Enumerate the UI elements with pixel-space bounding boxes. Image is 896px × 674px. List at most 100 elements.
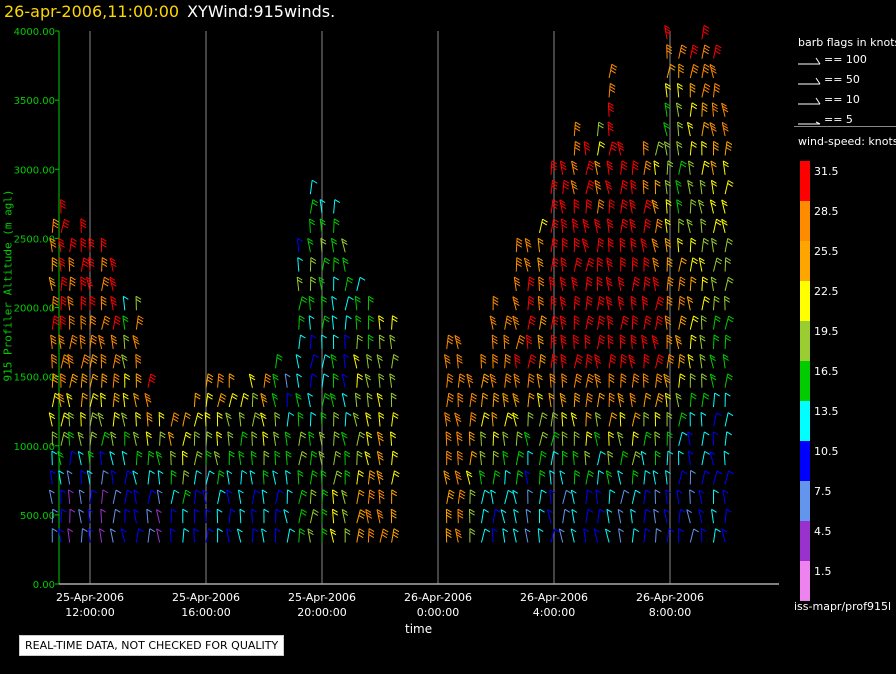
wind-barb-staff <box>58 528 62 543</box>
wind-barb-staff <box>309 489 312 504</box>
wind-barb-staff <box>481 490 486 504</box>
wind-barb-flag <box>723 163 729 168</box>
wind-barb-flag <box>561 321 567 326</box>
wind-barb-flag <box>52 376 59 381</box>
wind-barb-flag <box>274 411 281 416</box>
wind-barb-flag <box>725 392 731 397</box>
wind-barb-flag <box>111 299 117 303</box>
wind-barb-flag <box>608 373 615 378</box>
wind-barb-flag <box>70 279 76 284</box>
wind-barb-flag <box>209 470 215 475</box>
wind-barb-staff <box>663 509 668 524</box>
wind-barb-staff <box>193 451 198 466</box>
wind-barb-staff <box>585 161 590 175</box>
wind-barb-flag <box>646 315 652 320</box>
wind-barb-flag <box>677 240 684 245</box>
wind-barb-flag <box>704 160 710 165</box>
wind-barb-flag <box>715 315 721 320</box>
wind-barb-flag <box>249 373 255 378</box>
wind-barb-flag <box>391 514 397 519</box>
wind-barb-staff <box>711 102 714 117</box>
wind-barb-flag <box>185 489 192 494</box>
wind-barb-flag <box>574 147 581 151</box>
wind-barb-staff <box>298 296 303 311</box>
wind-barb-flag <box>483 373 490 378</box>
wind-barb-flag <box>641 243 648 248</box>
wind-barb-flag <box>679 356 685 361</box>
wind-barb-staff <box>607 451 610 466</box>
wind-barb-flag <box>698 489 705 494</box>
wind-barb-flag <box>216 434 223 439</box>
wind-barb-flag <box>517 431 523 436</box>
wind-barb-flag <box>390 431 396 436</box>
wind-barb-staff <box>583 528 587 543</box>
wind-barb-flag <box>559 199 566 204</box>
barb-symbol-icon <box>798 57 821 65</box>
wind-barb-flag <box>608 376 615 381</box>
wind-barb-flag <box>50 243 57 248</box>
wind-barb-flag <box>715 47 721 52</box>
wind-barb-flag <box>64 218 70 223</box>
wind-barb-flag <box>586 301 593 306</box>
wind-barb-flag <box>71 450 77 455</box>
wind-barb-flag <box>606 257 613 262</box>
wind-barb-staff <box>376 393 381 408</box>
wind-barb-staff <box>631 160 634 175</box>
wind-barb-flag <box>622 218 629 223</box>
wind-barb-flag <box>156 509 162 513</box>
wind-barb-flag <box>100 353 107 358</box>
wind-barb-flag <box>136 379 142 384</box>
wind-barb-flag <box>676 199 682 204</box>
wind-barb-staff <box>713 334 715 349</box>
wind-barb-staff <box>607 315 610 330</box>
wind-barb-flag <box>205 414 211 419</box>
wind-barb-flag <box>67 354 74 358</box>
wind-barb-staff <box>133 509 137 524</box>
wind-barb-flag <box>598 202 605 207</box>
wind-barb-flag <box>52 379 58 384</box>
wind-barb-flag <box>721 121 728 126</box>
wind-barb-flag <box>516 260 522 264</box>
wind-barb-staff <box>205 470 210 485</box>
wind-barb-flag <box>285 434 291 439</box>
wind-barb-flag <box>552 412 559 416</box>
wind-barb-flag <box>459 376 465 381</box>
wind-barb-staff <box>444 354 448 369</box>
wind-barb-flag <box>573 337 580 342</box>
wind-barb-flag <box>595 376 601 381</box>
wind-barb-flag <box>562 240 568 245</box>
wind-barb-flag <box>656 528 662 532</box>
wind-barb-flag <box>619 414 626 419</box>
wind-barb-staff <box>675 102 680 117</box>
wind-barb-staff <box>678 160 682 175</box>
wind-barb-flag <box>204 411 211 416</box>
wind-barb-flag <box>652 276 659 281</box>
wind-barb-flag <box>446 511 452 516</box>
data-source-label: iss-mapr/prof915l <box>794 600 892 613</box>
wind-barb-flag <box>583 221 589 226</box>
wind-barb-flag <box>605 528 611 533</box>
wind-barb-staff <box>156 489 161 504</box>
wind-barb-flag <box>630 295 637 300</box>
wind-barb-flag <box>67 298 74 303</box>
wind-barb-flag <box>711 508 717 513</box>
wind-barb-flag <box>60 205 67 209</box>
wind-barb-staff <box>228 393 234 408</box>
wind-barb-flag <box>376 470 383 475</box>
wind-barb-flag <box>69 318 75 323</box>
wind-barb-flag <box>506 315 513 320</box>
wind-barb-flag <box>588 260 594 265</box>
wind-barb-staff <box>341 490 346 504</box>
wind-barb-flag <box>101 243 107 248</box>
wind-barb-flag <box>359 431 366 436</box>
wind-barb-flag <box>393 531 399 536</box>
wind-barb-flag <box>598 470 604 474</box>
wind-barb-flag <box>471 450 478 455</box>
wind-barb-staff <box>342 257 346 272</box>
wind-barb-flag <box>368 337 374 342</box>
wind-barb-staff <box>699 335 703 350</box>
wind-barb-staff <box>274 451 277 466</box>
wind-barb-flag <box>722 202 728 207</box>
wind-barb-flag <box>609 392 615 397</box>
wind-barb-flag <box>561 340 567 345</box>
